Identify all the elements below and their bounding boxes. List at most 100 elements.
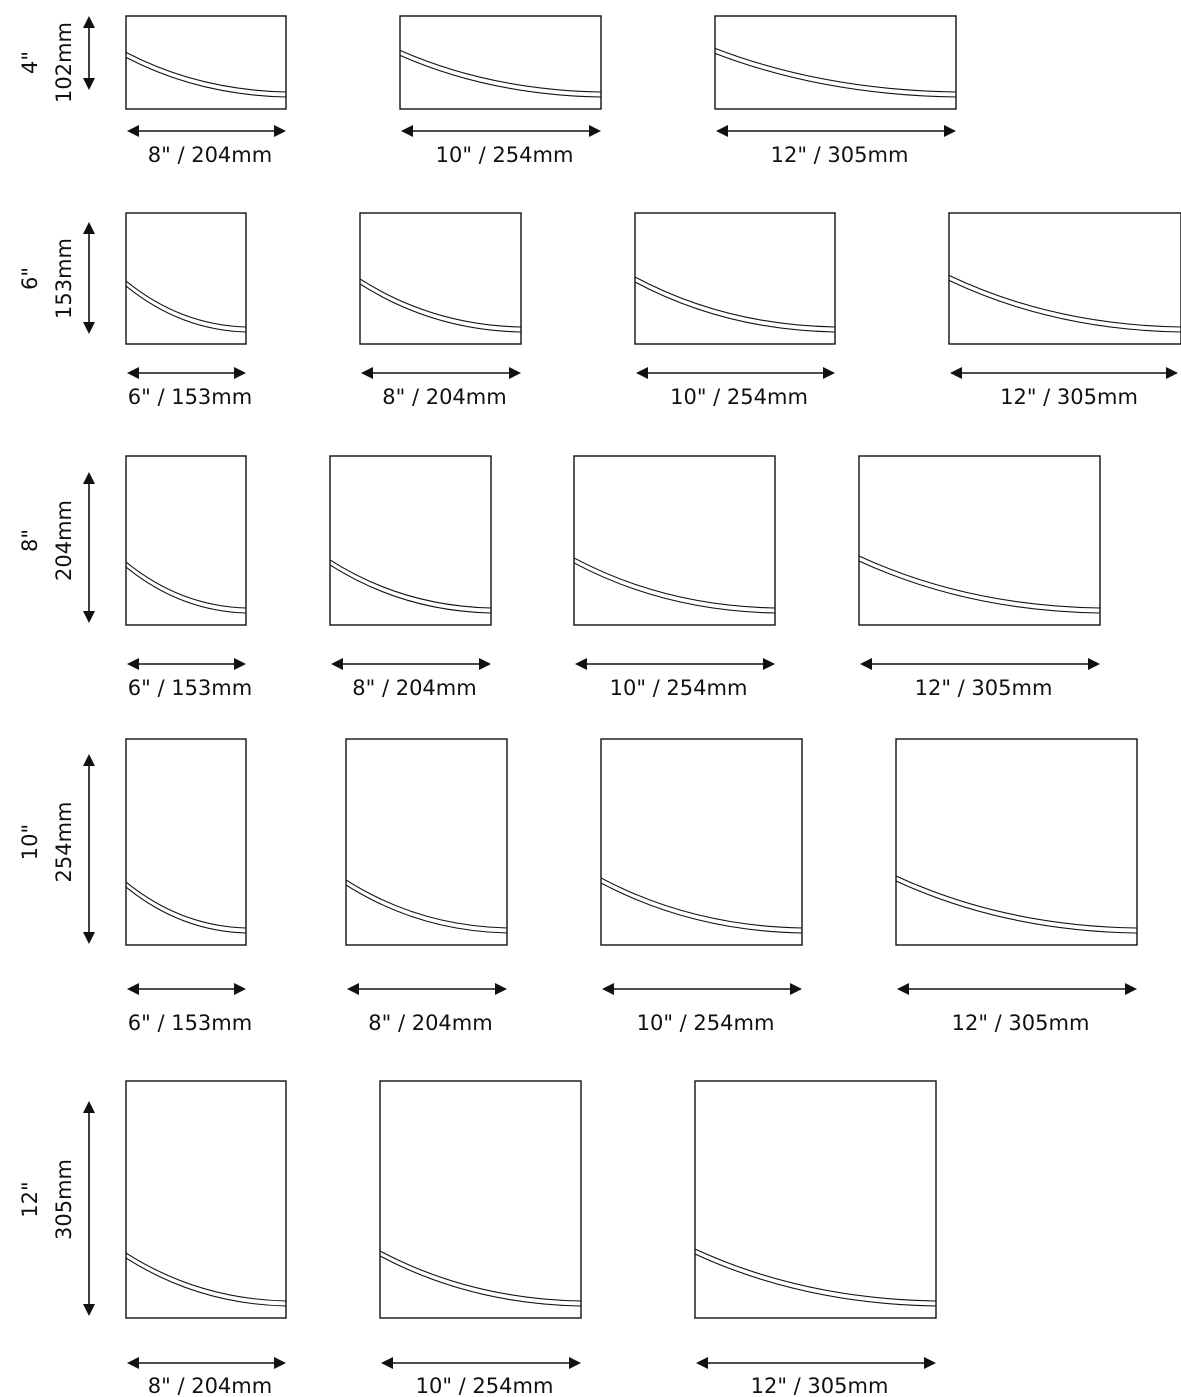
curve-line-upper [125, 561, 247, 609]
size-panel: 10" / 254mm [399, 15, 602, 167]
panel-outline [329, 455, 492, 626]
curve-line-lower [125, 1257, 287, 1307]
arrow-up-icon [83, 472, 95, 484]
size-panel: 12" / 305mm [694, 1080, 937, 1397]
size-row-1: 4" 102mm 8" / 204mm 10" / 254mm 12" / 305mm [18, 15, 957, 167]
arrow-right-icon [509, 367, 521, 379]
size-panel: 6" / 153mm [125, 738, 252, 1035]
arrow-right-icon [924, 1357, 936, 1369]
arrow-right-icon [944, 125, 956, 137]
arrow-left-icon [127, 367, 139, 379]
height-label-inch: 4" [18, 51, 42, 74]
width-label: 10" / 254mm [416, 1374, 554, 1397]
width-label: 12" / 305mm [952, 1011, 1090, 1035]
width-label: 6" / 153mm [128, 1011, 252, 1035]
curve-line-upper [345, 879, 508, 929]
curve-line-upper [694, 1248, 937, 1302]
size-panel: 10" / 254mm [379, 1080, 582, 1397]
curve-line-lower [694, 1253, 937, 1307]
curve-line-lower [125, 566, 247, 614]
arrow-right-icon [274, 125, 286, 137]
arrow-left-icon [127, 1357, 139, 1369]
size-row-3: 8" 204mm 6" / 153mm 8" / 204mm 10" / 254mm 12… [18, 455, 1101, 700]
curve-line-upper [125, 51, 287, 93]
height-label-mm: 254mm [52, 802, 76, 883]
size-row-5: 12" 305mm 8" / 204mm 10" / 254mm 12" / 305mm [18, 1080, 937, 1397]
curve-line-upper [600, 877, 803, 929]
arrow-right-icon [790, 983, 802, 995]
arrow-left-icon [381, 1357, 393, 1369]
size-panel: 12" / 305mm [714, 15, 957, 167]
curve-line-lower [895, 880, 1138, 934]
size-panel: 8" / 204mm [345, 738, 508, 1035]
arrow-right-icon [1088, 658, 1100, 670]
curve-line-upper [573, 557, 776, 609]
panel-outline [379, 1080, 582, 1319]
panel-outline [600, 738, 803, 946]
panel-outline [359, 212, 522, 345]
curve-line-upper [125, 1252, 287, 1302]
curve-line-lower [379, 1255, 582, 1307]
arrow-right-icon [569, 1357, 581, 1369]
arrow-up-icon [83, 16, 95, 28]
arrow-left-icon [575, 658, 587, 670]
arrow-left-icon [347, 983, 359, 995]
arrow-down-icon [83, 322, 95, 334]
width-label: 12" / 305mm [1000, 385, 1138, 409]
arrow-down-icon [83, 1304, 95, 1316]
width-label: 8" / 204mm [382, 385, 506, 409]
curve-line-lower [573, 562, 776, 614]
curve-line-lower [399, 54, 602, 98]
curve-line-lower [125, 56, 287, 98]
arrow-right-icon [234, 367, 246, 379]
arrow-left-icon [636, 367, 648, 379]
height-label-mm: 305mm [52, 1159, 76, 1240]
curve-line-upper [948, 274, 1181, 328]
arrow-left-icon [602, 983, 614, 995]
width-label: 10" / 254mm [637, 1011, 775, 1035]
panel-outline [125, 455, 247, 626]
size-panel: 12" / 305mm [895, 738, 1138, 1035]
curve-line-upper [359, 278, 522, 328]
panel-outline [399, 15, 602, 110]
arrow-left-icon [127, 983, 139, 995]
size-panel: 8" / 204mm [359, 212, 522, 409]
panel-outline [345, 738, 508, 946]
arrow-right-icon [763, 658, 775, 670]
arrow-left-icon [361, 367, 373, 379]
width-label: 6" / 153mm [128, 385, 252, 409]
arrow-down-icon [83, 611, 95, 623]
width-label: 10" / 254mm [670, 385, 808, 409]
width-label: 10" / 254mm [610, 676, 748, 700]
width-label: 12" / 305mm [771, 143, 909, 167]
curve-line-upper [329, 559, 492, 609]
height-label-inch: 10" [18, 824, 42, 860]
width-label: 8" / 204mm [148, 1374, 272, 1397]
arrow-right-icon [823, 367, 835, 379]
curve-line-lower [634, 281, 836, 333]
curve-line-upper [634, 276, 836, 328]
curve-line-lower [329, 564, 492, 614]
arrow-down-icon [83, 932, 95, 944]
panel-outline [125, 212, 247, 345]
height-label-inch: 8" [18, 529, 42, 552]
size-panel: 10" / 254mm [573, 455, 776, 700]
width-label: 12" / 305mm [915, 676, 1053, 700]
curve-line-upper [714, 47, 957, 93]
arrow-up-icon [83, 222, 95, 234]
panel-outline [125, 738, 247, 946]
arrow-right-icon [589, 125, 601, 137]
curve-line-lower [125, 886, 247, 934]
size-panel: 12" / 305mm [948, 212, 1181, 409]
size-panel: 8" / 204mm [125, 1080, 287, 1397]
arrow-left-icon [716, 125, 728, 137]
size-panel: 12" / 305mm [858, 455, 1101, 700]
curve-line-upper [125, 280, 247, 328]
curve-line-lower [714, 52, 957, 98]
panel-outline [858, 455, 1101, 626]
curve-line-upper [125, 881, 247, 929]
arrow-left-icon [127, 658, 139, 670]
curve-line-upper [379, 1250, 582, 1302]
curve-line-lower [359, 283, 522, 333]
